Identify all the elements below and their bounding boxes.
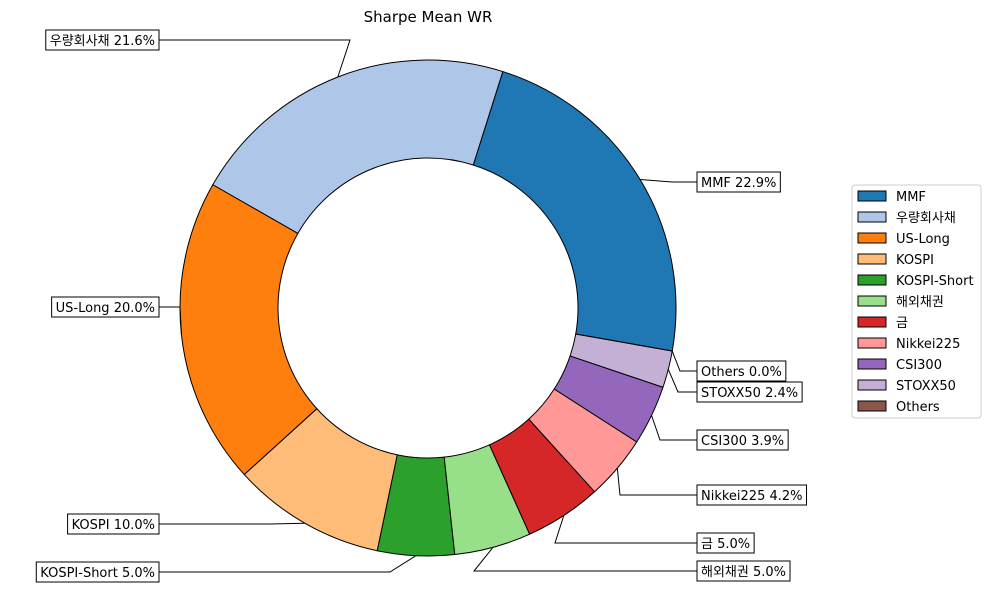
leader-line-item-6 (554, 515, 698, 544)
leader-line-kospi-short (158, 555, 417, 573)
data-label-box-kospi-short (35, 561, 160, 583)
legend-swatch-kospi (857, 253, 887, 265)
slice-mmf (472, 70, 677, 352)
legend-label-others: Others (896, 400, 940, 415)
legend-label-kospi-short: KOSPI-Short (896, 274, 974, 289)
data-label-box-nikkei225 (696, 484, 808, 506)
legend-label-item-6: 금 (896, 316, 908, 331)
donut-slices (179, 59, 677, 557)
legend-swatch-item-1 (857, 211, 887, 223)
legend-label-csi300: CSI300 (896, 358, 942, 373)
data-label-box-item-5 (696, 560, 791, 582)
data-label-kospi: KOSPI 10.0% (72, 518, 155, 533)
slice-stoxx50 (569, 333, 673, 388)
data-label-mmf: MMF 22.9% (701, 176, 776, 191)
data-label-box-others (696, 360, 787, 382)
data-label-box-kospi (67, 513, 160, 535)
leader-line-item-1 (158, 39, 351, 78)
legend-swatch-kospi-short (857, 274, 887, 286)
data-label-others: Others 0.0% (701, 365, 782, 380)
slice-us-long (179, 184, 318, 476)
data-label-item-1: 우량회사채 21.6% (50, 34, 155, 49)
data-label-box-csi300 (696, 429, 789, 451)
data-label-item-6: 금 5.0% (701, 537, 750, 552)
slice-item-1 (212, 59, 504, 235)
leader-line-mmf (640, 178, 698, 183)
legend-swatch-csi300 (857, 358, 887, 370)
data-label-box-item-1 (45, 29, 160, 51)
legend-swatch-mmf (857, 190, 887, 202)
legend-label-kospi: KOSPI (896, 253, 934, 268)
legend-label-us-long: US-Long (896, 232, 950, 247)
legend-label-stoxx50: STOXX50 (896, 379, 956, 394)
legend-swatch-us-long (857, 232, 887, 244)
chart-title: Sharpe Mean WR (364, 8, 493, 26)
legend-swatch-item-6 (857, 316, 887, 328)
leader-line-csi300 (651, 415, 698, 441)
legend-swatch-item-5 (857, 295, 887, 307)
leader-line-kospi (158, 522, 305, 525)
legend-swatch-others (857, 400, 887, 412)
legend-label-nikkei225: Nikkei225 (896, 337, 960, 352)
data-label-box-item-6 (696, 532, 755, 554)
legend-swatch-stoxx50 (857, 379, 887, 391)
legend-label-item-1: 우량회사채 (896, 211, 956, 226)
legend-label-mmf: MMF (896, 190, 926, 205)
data-label-csi300: CSI300 3.9% (701, 434, 784, 449)
data-label-nikkei225: Nikkei225 4.2% (701, 489, 803, 504)
leader-line-item-5 (472, 547, 698, 572)
data-label-stoxx50: STOXX50 2.4% (701, 386, 798, 401)
legend-label-item-5: 해외채권 (896, 295, 944, 310)
leader-line-us-long (158, 306, 182, 335)
data-label-us-long: US-Long 20.0% (56, 301, 155, 316)
legend-swatch-nikkei225 (857, 337, 887, 349)
leader-line-stoxx50 (667, 369, 698, 393)
data-label-box-us-long (51, 296, 160, 318)
leader-line-others (671, 350, 698, 372)
data-label-box-stoxx50 (696, 381, 803, 403)
data-label-box-mmf (696, 171, 781, 193)
data-labels: MMF 22.9% 우량회사채 21.6% US-Long 20.0% KOSPI 1… (35, 29, 808, 583)
slice-others (575, 333, 673, 352)
data-label-kospi-short: KOSPI-Short 5.0% (40, 566, 155, 581)
leader-line-nikkei225 (616, 468, 698, 496)
data-label-item-5: 해외채권 5.0% (701, 565, 786, 580)
